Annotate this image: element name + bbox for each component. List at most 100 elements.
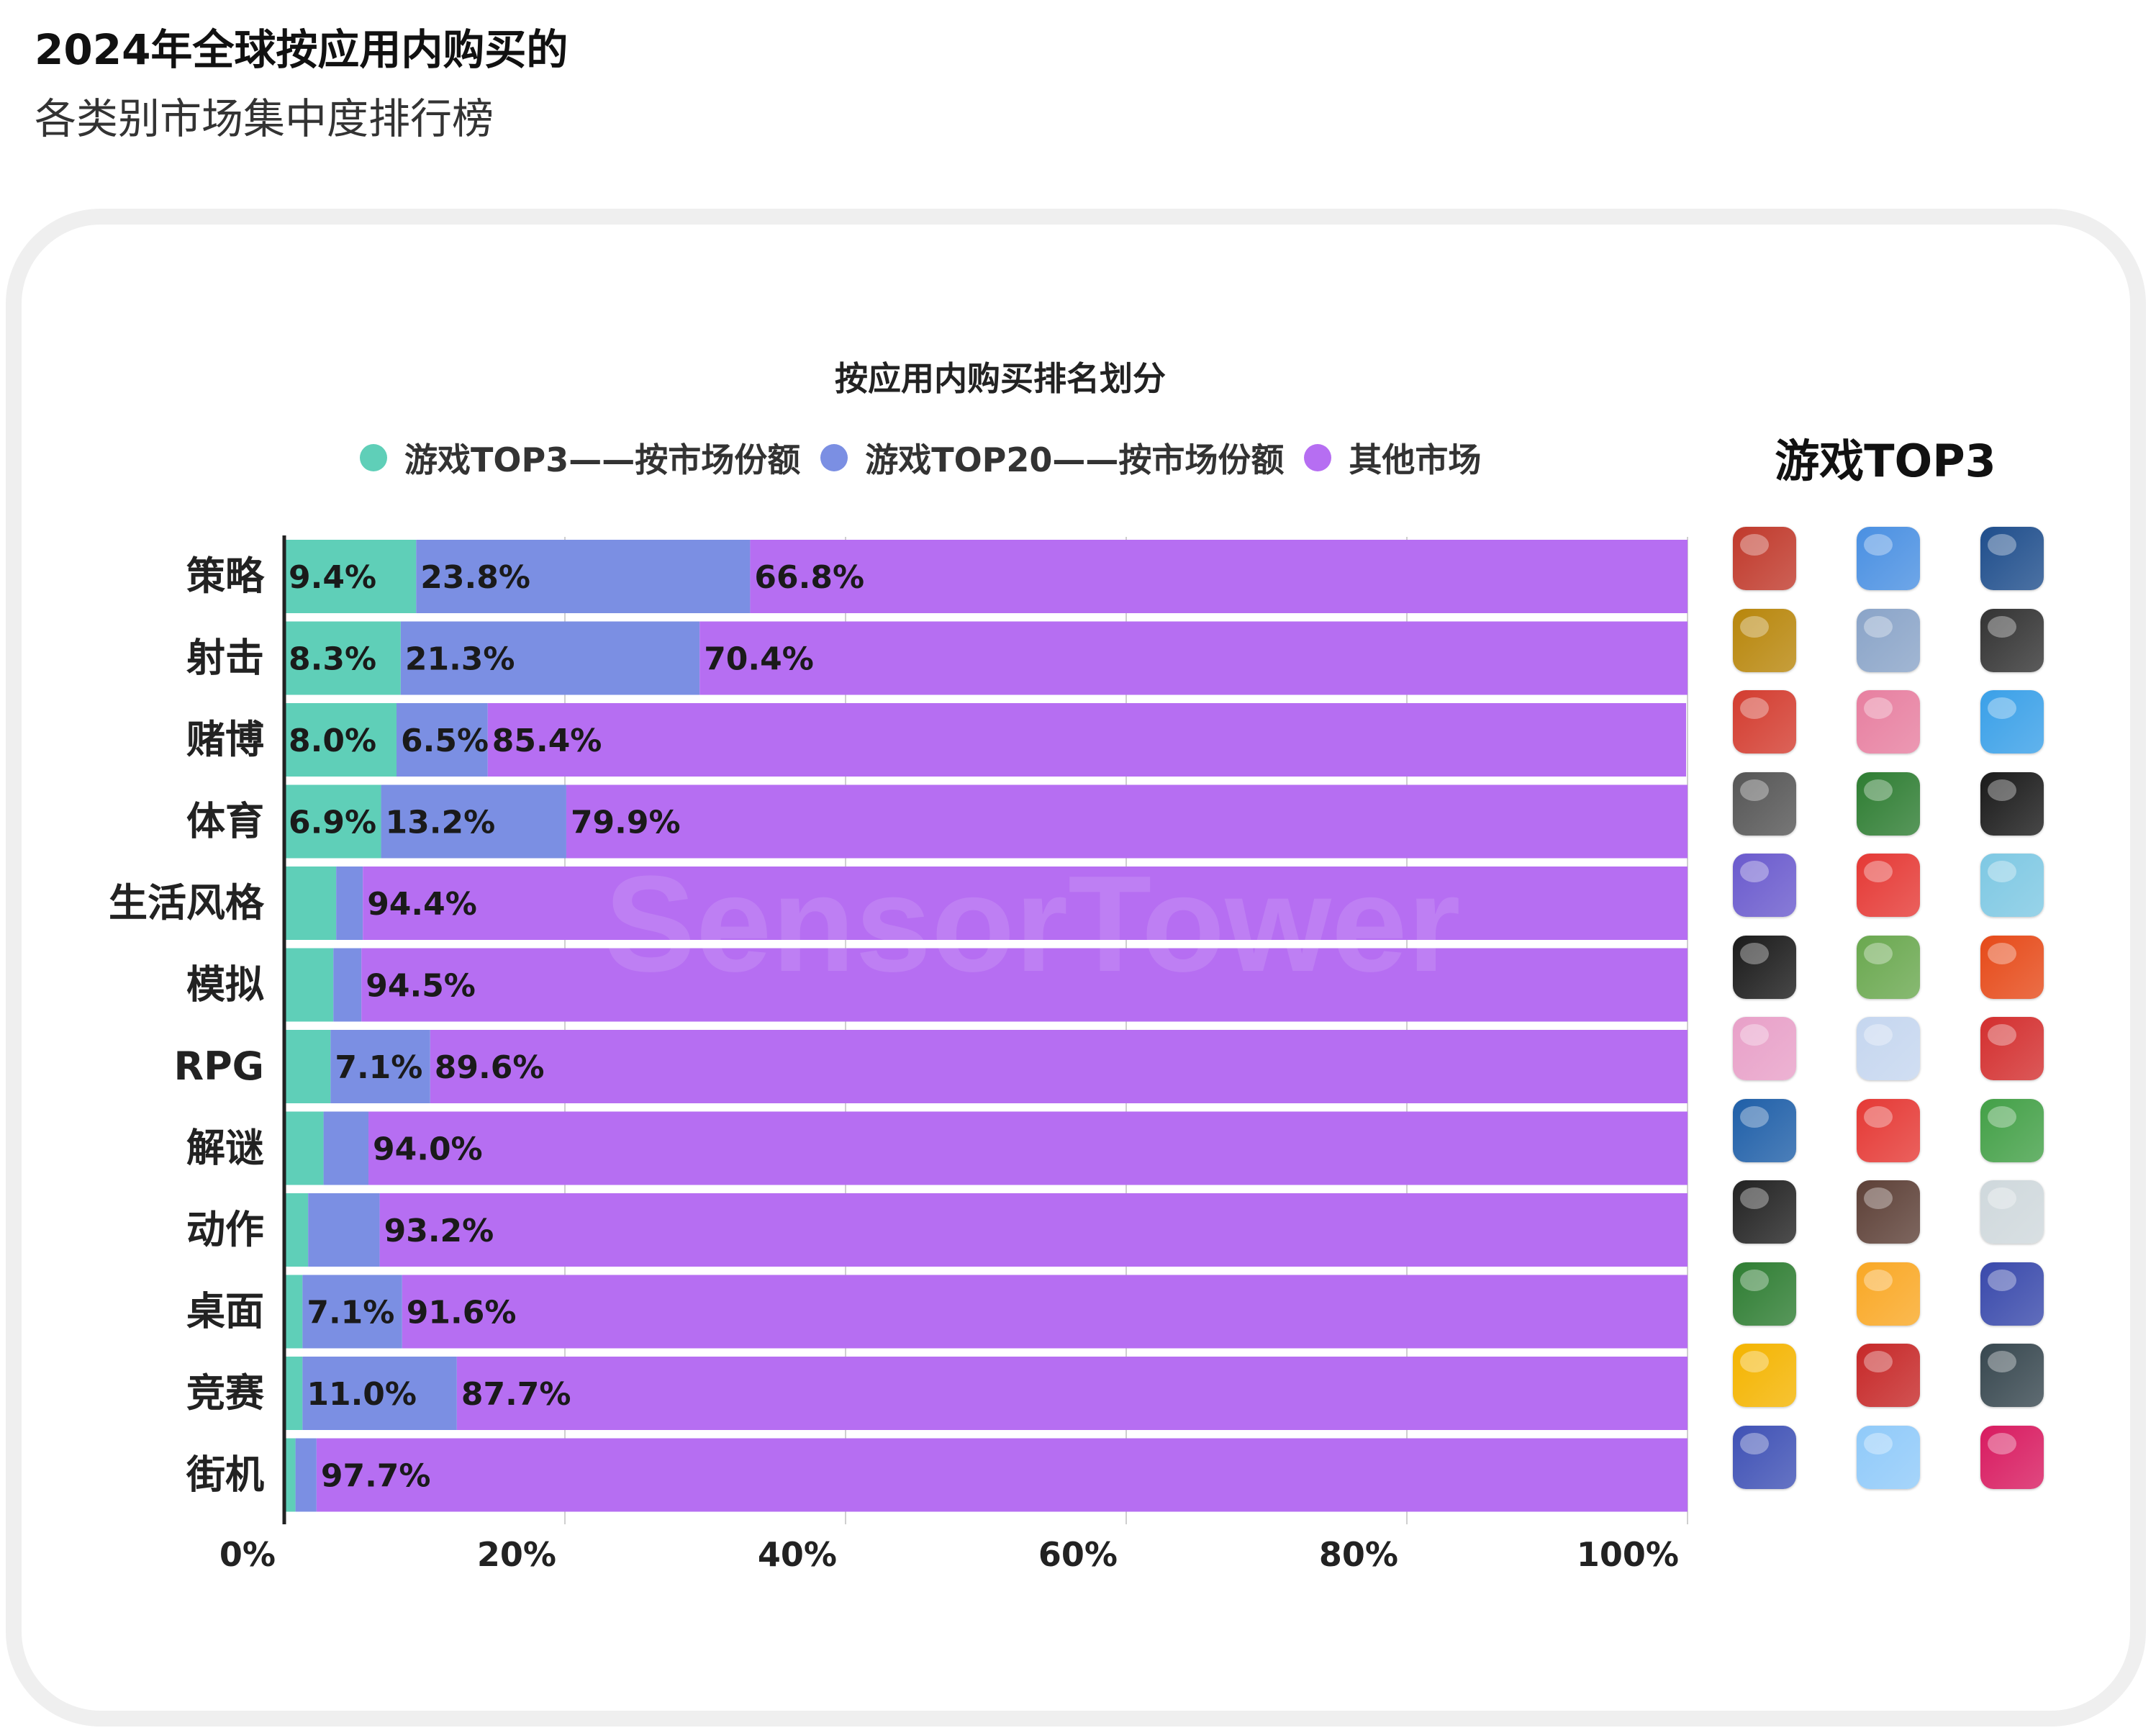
soldier-helmet-icon <box>1733 608 1796 672</box>
call-of-duty-icon <box>1980 608 2044 672</box>
pig-icon <box>1857 690 1920 754</box>
royal-match-icon <box>1733 1098 1796 1162</box>
data-label: 21.3% <box>405 641 515 678</box>
bar-segment <box>361 948 1688 1022</box>
king-hero-icon <box>1733 527 1796 590</box>
bar-segment <box>323 1111 368 1185</box>
watermark: SensorTower <box>604 848 1461 1000</box>
x-tick-label: 60% <box>1038 1535 1118 1574</box>
bar-segment <box>284 1438 296 1512</box>
konami-soccer-icon <box>1980 772 2044 836</box>
anime-boy-icon <box>1733 854 1796 917</box>
category-label: 射击 <box>186 635 264 681</box>
racing-car-icon <box>1857 1344 1920 1407</box>
anime-girl-icon <box>1980 1180 2044 1244</box>
legend-dot-other <box>1304 444 1332 471</box>
category-label: 体育 <box>186 799 264 844</box>
data-label: 7.1% <box>307 1295 394 1331</box>
legend-dot-top3 <box>360 444 387 471</box>
bar-segment <box>284 540 417 613</box>
bingo-icon <box>1980 690 2044 754</box>
legend-item-top3: 游戏TOP3——按市场份额 <box>360 434 800 481</box>
pubg-helmet-icon <box>1857 608 1920 672</box>
bar-segment <box>487 703 1687 777</box>
bar-segment <box>330 1030 430 1103</box>
page-title: 2024年全球按应用内购买的 <box>35 25 569 74</box>
bar-segment <box>295 1438 317 1512</box>
x-tick-label: 0% <box>219 1535 276 1574</box>
page-subtitle: 各类别市场集中度排行榜 <box>35 94 494 143</box>
data-label: 93.2% <box>384 1213 494 1249</box>
roblox-icon <box>1733 935 1796 999</box>
x-tick-label: 40% <box>758 1535 837 1574</box>
top3-panel-title: 游戏TOP3 <box>1775 435 1996 487</box>
star-rail-icon <box>1733 1017 1796 1080</box>
bar-segment <box>566 784 1688 859</box>
bar-segment <box>363 866 1688 940</box>
data-label: 70.4% <box>704 641 814 678</box>
data-label: 89.6% <box>435 1049 545 1086</box>
bar-segment <box>379 1193 1688 1267</box>
data-label: 6.9% <box>289 805 376 841</box>
data-label: 94.5% <box>366 968 476 1005</box>
bar-segment <box>308 1193 380 1267</box>
bar-segment <box>284 1030 331 1103</box>
data-label: 11.0% <box>307 1376 417 1413</box>
homescapes-icon <box>1980 1098 2044 1162</box>
bar-segment <box>284 784 381 859</box>
category-label: 生活风格 <box>109 880 265 926</box>
egg-party-icon <box>1733 1425 1796 1489</box>
data-label: 87.7% <box>461 1376 571 1413</box>
racer-girl-icon <box>1733 1344 1796 1407</box>
data-label: 91.6% <box>407 1295 517 1331</box>
data-label: 79.9% <box>571 805 681 841</box>
bar-segment <box>284 1111 324 1185</box>
bar-segment <box>402 1275 1688 1349</box>
category-label: 策略 <box>186 553 265 599</box>
x-tick-label: 80% <box>1319 1535 1398 1574</box>
detective-icon <box>1857 1180 1920 1244</box>
bar-segment <box>302 1275 402 1349</box>
category-label: 赌博 <box>186 717 264 762</box>
bar-segment <box>456 1357 1688 1430</box>
baseball-team-icon <box>1733 772 1796 836</box>
chart-legend: 游戏TOP3——按市场份额 游戏TOP20——按市场份额 其他市场 <box>360 436 1501 479</box>
data-label: 94.0% <box>373 1131 483 1168</box>
bar-segment <box>699 621 1688 695</box>
category-label: 解谜 <box>186 1126 264 1171</box>
monopoly-icon <box>1733 690 1796 754</box>
genshin-icon <box>1857 1017 1920 1080</box>
bar-segment <box>316 1438 1688 1512</box>
r-logo-icon <box>1857 854 1920 917</box>
data-label: 9.4% <box>289 559 376 596</box>
farm-icon <box>1857 935 1920 999</box>
data-label: 66.8% <box>754 559 864 596</box>
dice-icon <box>1857 1262 1920 1326</box>
bar-segment <box>416 540 751 613</box>
soccer-icon <box>1857 772 1920 836</box>
category-label: 街机 <box>186 1452 264 1498</box>
category-label: 动作 <box>186 1207 264 1252</box>
number-puzzle-icon <box>1857 527 1920 590</box>
anime-idol-icon <box>1857 1425 1920 1489</box>
csr2-icon <box>1980 1344 2044 1407</box>
rooster-icon <box>1980 935 2044 999</box>
globe-icon <box>1980 527 2044 590</box>
bar-segment <box>336 866 363 940</box>
bar-segment <box>397 703 488 777</box>
bar-segment <box>284 621 401 695</box>
monster-icon <box>1980 1017 2044 1080</box>
x-tick-label: 100% <box>1577 1535 1679 1574</box>
candy-icon <box>1857 1098 1920 1162</box>
bar-segment <box>381 784 566 859</box>
chart-title: 按应用内购买排名划分 <box>835 359 1166 398</box>
data-label: 13.2% <box>386 805 496 841</box>
oys-icon <box>1980 1425 2044 1489</box>
x-tick-label: 20% <box>477 1535 556 1574</box>
data-label: 6.5% <box>401 723 489 759</box>
bar-segment <box>284 866 337 940</box>
data-label: 94.4% <box>367 886 477 923</box>
legend-item-top20: 游戏TOP20——按市场份额 <box>820 434 1284 481</box>
legend-label-top3: 游戏TOP3——按市场份额 <box>404 440 801 479</box>
